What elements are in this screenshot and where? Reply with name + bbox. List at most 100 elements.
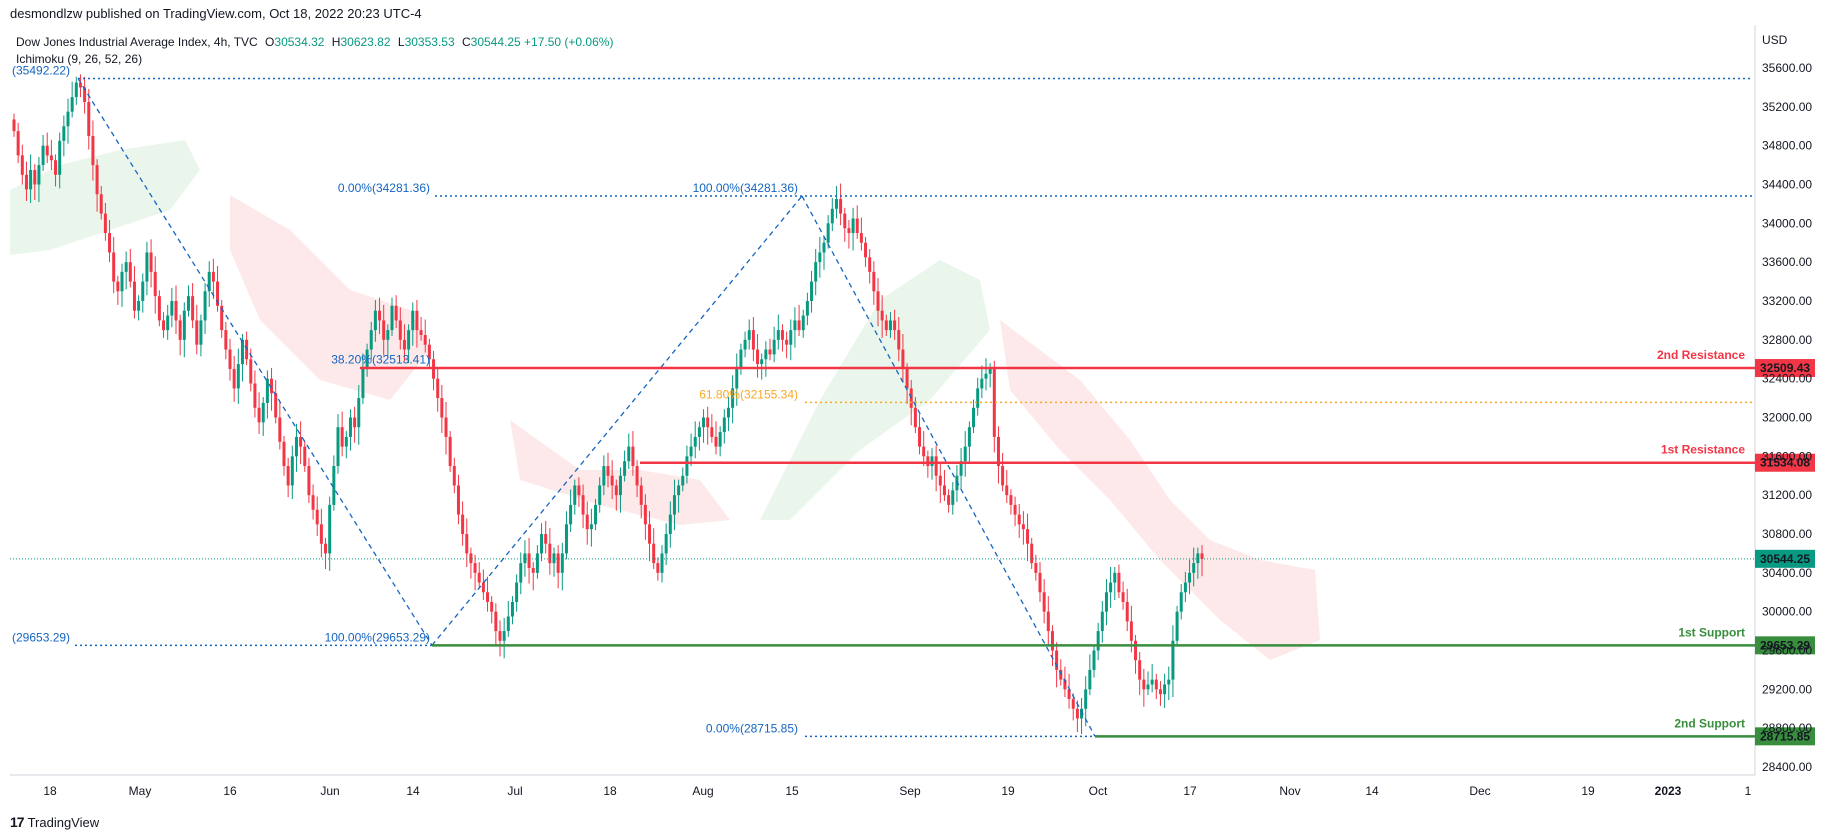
candle-body — [502, 631, 506, 641]
candle-body — [918, 427, 922, 447]
candle-body — [756, 349, 760, 365]
candle-body — [353, 417, 357, 428]
candle-body — [1067, 689, 1071, 700]
candle-body — [1080, 708, 1084, 719]
candle-body — [830, 208, 834, 224]
candle-body — [415, 310, 419, 331]
candle-body — [1125, 601, 1129, 622]
fib-annotation: 38.20%(32513.41) — [331, 353, 430, 367]
candle-body — [178, 320, 182, 340]
legend-low-label: L — [397, 35, 405, 49]
candle-body — [348, 417, 352, 437]
candle-body — [984, 373, 988, 379]
fib-annotation: 61.80%(32155.34) — [699, 387, 798, 401]
candle-body — [739, 349, 743, 369]
candle-body — [132, 281, 136, 311]
publish-info: desmondlzw published on TradingView.com,… — [10, 6, 422, 21]
candle-body — [1154, 679, 1158, 690]
candle-body — [361, 368, 365, 399]
candle-body — [585, 514, 589, 530]
candle-body — [427, 344, 431, 360]
candle-body — [461, 514, 465, 534]
y-tick-label: 32000.00 — [1762, 411, 1812, 425]
x-tick-label: 18 — [43, 784, 57, 798]
footer-brand[interactable]: TradingView — [27, 814, 100, 830]
candle-body — [544, 534, 548, 544]
candle-body — [170, 301, 174, 316]
candle-body — [652, 543, 656, 564]
candle-body — [228, 349, 232, 369]
footer: 17 TradingView — [10, 814, 99, 830]
candle-body — [702, 417, 706, 428]
legend-symbol: Dow Jones Industrial Average Index, 4h, … — [16, 35, 258, 49]
candle-body — [261, 402, 265, 423]
y-tick-label: 33600.00 — [1762, 255, 1812, 269]
candle-body — [872, 271, 876, 292]
candle-body — [24, 174, 28, 190]
candle-body — [556, 553, 560, 573]
candle-body — [299, 436, 303, 447]
candle-body — [589, 524, 593, 530]
candle-body — [1142, 679, 1146, 690]
candle-body — [980, 378, 984, 389]
legend-indicator: Ichimoku (9, 26, 52, 26) — [16, 52, 143, 66]
fib-annotation: 100.00%(34281.36) — [693, 181, 798, 195]
y-tick-label: 28400.00 — [1762, 760, 1812, 774]
candle-body — [855, 218, 859, 234]
tradingview-logo-icon: 17 — [10, 814, 25, 830]
candle-body — [282, 441, 286, 467]
candle-body — [195, 320, 199, 345]
x-tick-label: 18 — [603, 784, 617, 798]
candle-body — [1196, 553, 1200, 564]
candle-body — [602, 466, 606, 486]
candle-body — [382, 320, 386, 340]
support-resistance-levels: 30544.25 2nd Resistance 32509.43 1st Resist… — [10, 348, 1815, 746]
candle-body — [128, 262, 132, 282]
candle-body — [888, 320, 892, 331]
candle-body — [656, 563, 660, 573]
candle-body — [548, 543, 552, 564]
candle-body — [847, 228, 851, 234]
candle-body — [224, 330, 228, 350]
y-tick-label: 32400.00 — [1762, 372, 1812, 386]
candle-body — [801, 315, 805, 331]
candle-body — [922, 446, 926, 457]
candle-body — [49, 155, 53, 161]
candle-body — [1005, 485, 1009, 496]
candle-body — [62, 126, 66, 141]
candle-body — [220, 305, 224, 331]
level-tag — [1755, 359, 1815, 378]
fibonacci-drawings: (35492.22) (29653.29) 0.00%(34281.36) 100.0… — [12, 63, 1752, 738]
candle-body — [515, 582, 519, 602]
candle-body — [286, 466, 290, 486]
last-price-label: 30544.25 — [1760, 552, 1810, 566]
candle-body — [1150, 679, 1154, 685]
candle-body — [880, 310, 884, 321]
candle-body — [386, 330, 390, 340]
candle-body — [510, 601, 514, 617]
fib-annotation: 0.00%(28715.85) — [706, 721, 798, 735]
x-tick-label: Jun — [320, 784, 339, 798]
candle-body — [810, 281, 814, 301]
candle-body — [1096, 631, 1100, 651]
candle-body — [456, 485, 460, 515]
candle-body — [594, 504, 598, 525]
candle-body — [859, 233, 863, 243]
candle-body — [897, 330, 901, 350]
candle-body — [938, 475, 942, 486]
candle-body — [976, 388, 980, 408]
candle-body — [83, 87, 87, 102]
cloud-bull — [760, 260, 990, 520]
candle-body — [1171, 640, 1175, 680]
candle-body — [1013, 504, 1017, 515]
x-tick-label: 19 — [1581, 784, 1595, 798]
candle-body — [1084, 689, 1088, 709]
candle-body — [1092, 650, 1096, 670]
candle-body — [884, 320, 888, 331]
candle-body — [677, 485, 681, 496]
candle-body — [843, 213, 847, 229]
level-price: 29653.29 — [1760, 638, 1810, 652]
candle-body — [947, 495, 951, 505]
candle-body — [141, 281, 145, 301]
